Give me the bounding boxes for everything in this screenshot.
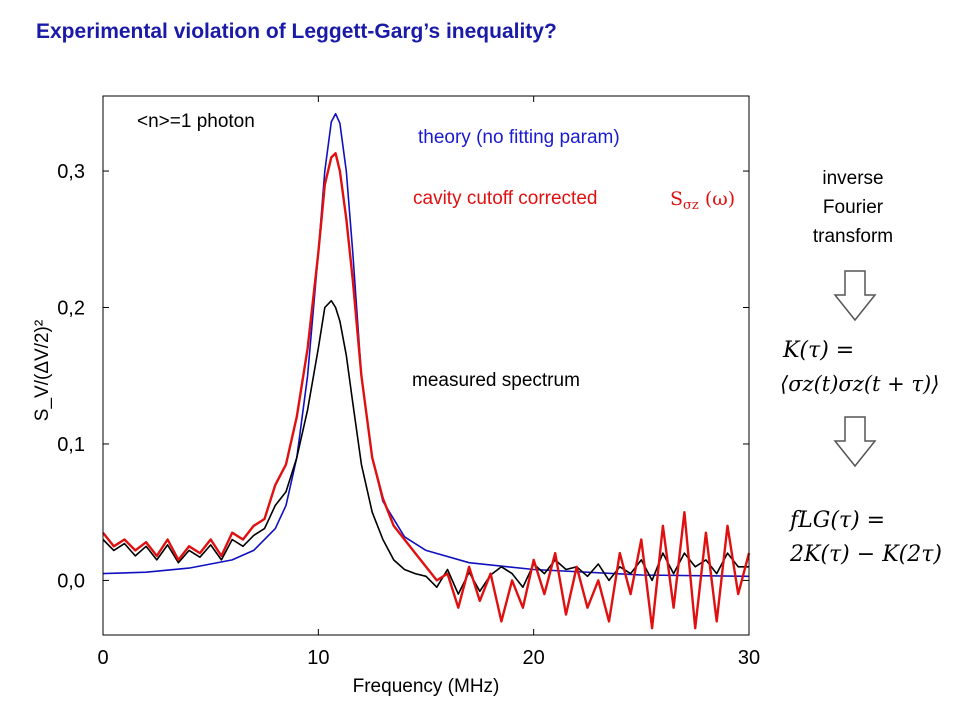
y-tick-label: 0,1 xyxy=(57,434,85,456)
theory-label: theory (no fitting param) xyxy=(418,127,620,148)
spectrum-symbol: S xyxy=(670,188,684,210)
k-formula-rhs: ⟨σz(t)σz(t + τ)⟩ xyxy=(780,372,940,396)
slide-title: Experimental violation of Leggett-Garg’s… xyxy=(36,20,557,43)
flg-formula-rhs: 2K(τ) − K(2τ) xyxy=(790,542,942,567)
plot-frame xyxy=(102,95,750,636)
cavity-corrected-label: cavity cutoff corrected xyxy=(413,188,598,209)
side-line-1: inverse xyxy=(822,168,884,189)
series-line-cavity-corrected xyxy=(102,152,751,630)
y-tick-label: 0,0 xyxy=(57,570,85,592)
x-axis-label: Frequency (MHz) xyxy=(353,676,500,697)
inverse-fourier-text: inverse Fourier transform xyxy=(782,164,924,251)
y-tick-label: 0,3 xyxy=(57,161,85,183)
spectrum-argument: (ω) xyxy=(704,188,736,210)
photon-number-label: <n>=1 photon xyxy=(137,111,255,132)
x-tick-label: 10 xyxy=(307,647,329,669)
spectrum-subscript: σz xyxy=(683,198,699,213)
spectrum-symbol-label: Sσz (ω) xyxy=(670,188,735,213)
y-axis-label: S_V/(ΔV/2)² xyxy=(32,320,53,421)
x-tick-label: 20 xyxy=(523,647,545,669)
y-tick-label: 0,2 xyxy=(57,298,85,320)
side-line-3: transform xyxy=(812,226,894,247)
x-tick-label: 30 xyxy=(738,647,760,669)
x-tick-label: 0 xyxy=(97,647,108,669)
axis-layer: 0 10 20 30 0,0 0,1 0,2 0,3 Frequency (MHz) S_V/(Δ… xyxy=(32,96,760,697)
series-layer xyxy=(102,112,751,630)
measured-spectrum-label: measured spectrum xyxy=(412,370,580,391)
flg-formula-lhs: fLG(τ) = xyxy=(790,508,886,533)
down-arrow-icon xyxy=(833,416,877,468)
side-line-2: Fourier xyxy=(822,197,884,218)
k-formula-lhs: K(τ) = xyxy=(783,338,855,363)
down-arrow-icon xyxy=(833,270,877,322)
series-line-theory xyxy=(102,112,750,578)
